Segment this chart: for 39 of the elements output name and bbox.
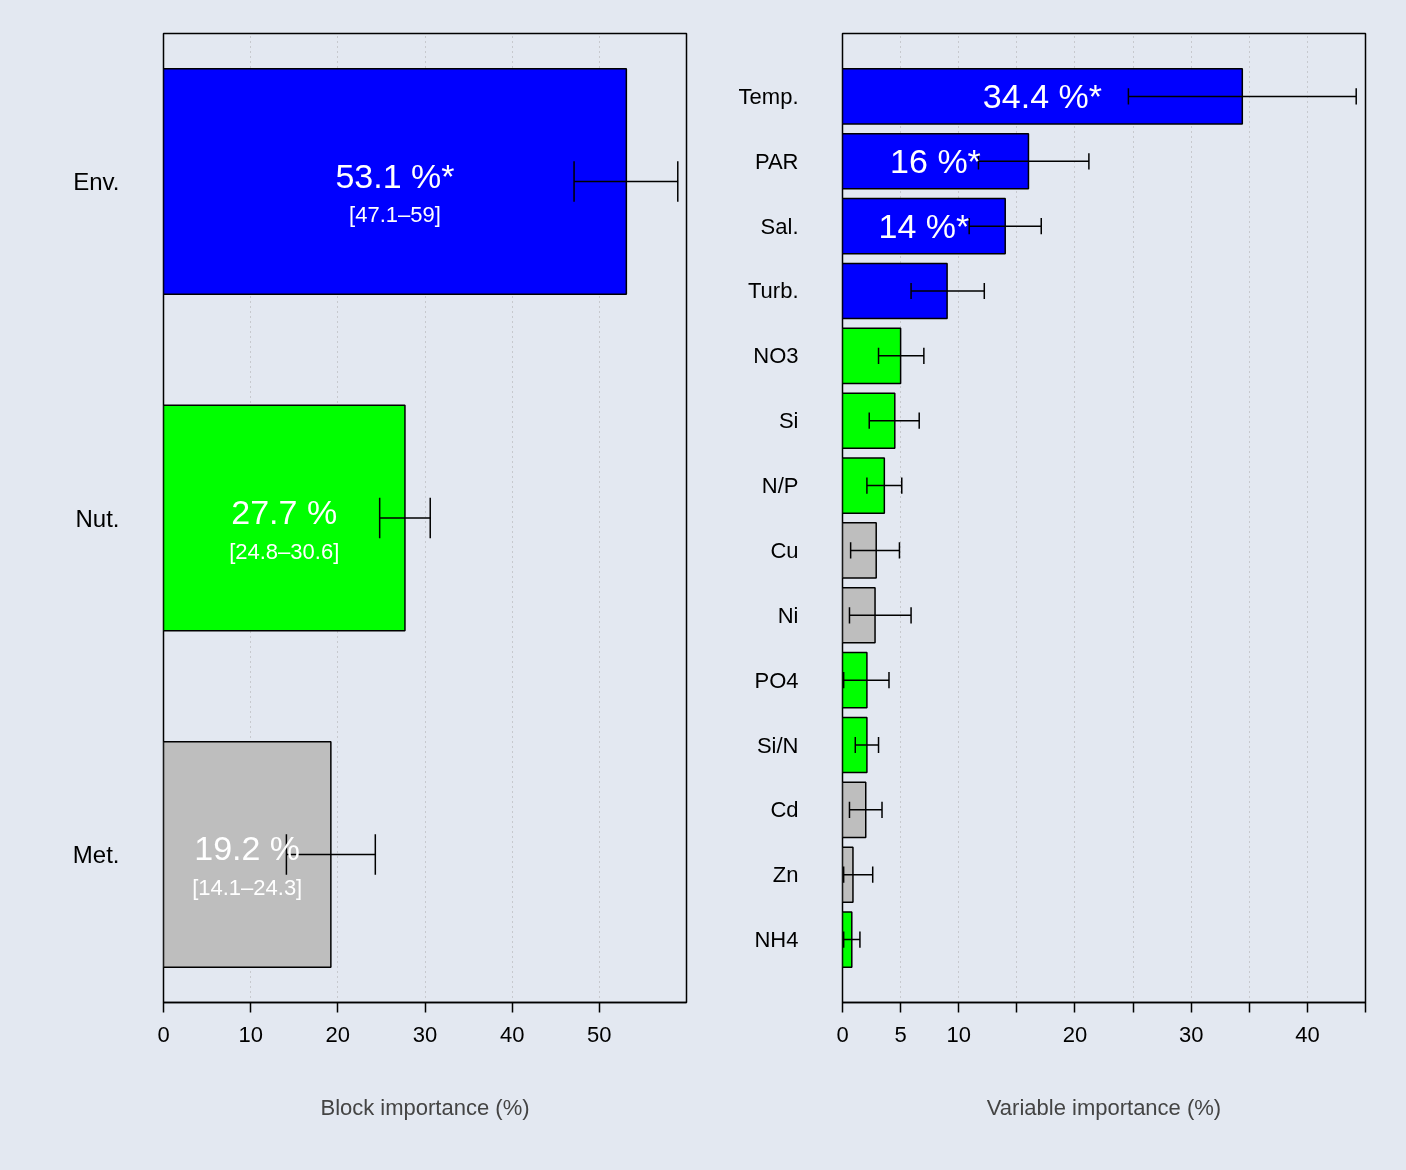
x-tick-label: 20 (1062, 1021, 1088, 1047)
x-axis-title: Variable importance (%) (986, 1094, 1222, 1120)
y-tick-label: Temp. (738, 83, 799, 109)
y-tick-label: Turb. (747, 278, 799, 304)
y-tick-label: NH4 (754, 927, 799, 953)
data-label: 16 %* (890, 142, 981, 181)
x-tick-label: 10 (946, 1021, 971, 1047)
y-tick-label: Cu (770, 537, 799, 563)
y-tick-label: N/P (761, 473, 799, 499)
x-tick-label: 40 (1295, 1021, 1320, 1047)
x-axis-title: Block importance (%) (320, 1094, 530, 1120)
y-tick-label: Zn (772, 862, 799, 888)
y-tick-label: Cd (770, 797, 799, 823)
y-tick-label: Ni (777, 602, 799, 628)
x-tick-label: 30 (412, 1021, 438, 1047)
x-tick-label: 30 (1178, 1021, 1204, 1047)
y-tick-label: Env. (73, 168, 120, 196)
data-label: 53.1 %* (335, 156, 455, 195)
x-tick-label: 0 (157, 1021, 170, 1047)
y-tick-label: Met. (72, 840, 120, 868)
data-label: 27.7 % (231, 493, 338, 531)
x-tick-label: 40 (499, 1021, 525, 1047)
y-tick-label: Nut. (75, 504, 120, 532)
y-tick-label: PO4 (754, 667, 799, 693)
y-tick-label: PAR (754, 148, 799, 174)
annotation: [24.8–30.6] (229, 538, 340, 564)
x-tick-label: 50 (587, 1021, 612, 1047)
y-tick-label: Si/N (756, 732, 799, 758)
x-tick-label: 20 (325, 1021, 351, 1047)
y-tick-label: Sal. (760, 213, 799, 239)
data-label: 14 %* (878, 207, 970, 246)
x-tick-label: 10 (238, 1021, 263, 1047)
annotation: [47.1–59] (349, 202, 441, 228)
x-tick-label: 5 (894, 1021, 907, 1047)
y-tick-label: NO3 (753, 343, 799, 369)
y-tick-label: Si (778, 408, 799, 434)
x-tick-label: 0 (836, 1021, 849, 1047)
data-label: 34.4 %* (982, 77, 1102, 116)
annotation: [14.1–24.3] (192, 874, 303, 900)
